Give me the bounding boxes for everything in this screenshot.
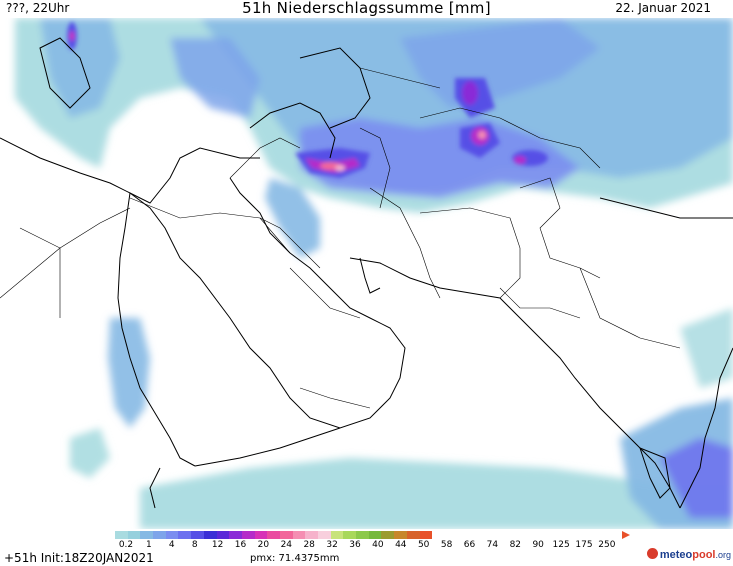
meteopool-logo-icon (646, 548, 658, 559)
legend-tick-label: 0.2 (118, 540, 134, 550)
legend-swatch (216, 531, 230, 539)
legend-swatch (381, 531, 395, 539)
legend-tick-label: 1 (146, 540, 152, 550)
meteopool-logo[interactable]: meteopool.org (646, 548, 731, 561)
legend-tick-label: 250 (598, 540, 616, 550)
legend-swatch (368, 531, 382, 539)
legend-swatch (419, 531, 433, 539)
legend-tick-label: 175 (575, 540, 593, 550)
legend-swatch (254, 531, 268, 539)
legend-tick-label: 58 (440, 540, 453, 550)
precip-red-sea (108, 318, 150, 428)
legend-swatch (406, 531, 420, 539)
legend-tick-label: 12 (211, 540, 224, 550)
legend-overflow-arrow (622, 531, 630, 539)
pmx-value: pmx: 71.4375mm (250, 553, 340, 564)
legend-colorbar (115, 531, 433, 539)
logo-accent: pool (692, 549, 716, 561)
header: ???, 22Uhr 51h Niederschlagssumme [mm] 2… (0, 0, 733, 18)
legend-tick-label: 44 (395, 540, 407, 550)
precip-cores (67, 22, 548, 178)
legend-tick-label: 4 (168, 540, 175, 550)
precip-south-band (140, 458, 733, 529)
legend-ticks: 0.2 1 4 8 12 16 20 24 28 32 36 40 44 50 58 66 74 82 90 125 1… (0, 540, 640, 552)
legend-tick-label: 50 (417, 540, 430, 550)
legend-swatch (394, 531, 407, 539)
legend-tick-label: 32 (326, 540, 338, 550)
legend-swatch (318, 531, 331, 539)
legend-swatch (127, 531, 141, 539)
legend-swatch (330, 531, 344, 539)
legend-tick-label: 74 (486, 540, 499, 550)
legend-swatch (153, 531, 166, 539)
legend-swatch (140, 531, 154, 539)
legend-swatch (343, 531, 357, 539)
legend-swatch (279, 531, 293, 539)
legend-swatch (305, 531, 318, 539)
legend-swatch (267, 531, 280, 539)
legend-swatch (178, 531, 192, 539)
legend-swatch (292, 531, 306, 539)
legend-tick-label: 40 (372, 540, 384, 550)
borders (0, 67, 681, 409)
legend-swatch (229, 531, 242, 539)
legend-tick-label: 125 (552, 540, 570, 550)
legend-tick-label: 90 (532, 540, 544, 550)
precipitation-map (0, 18, 733, 529)
date-label: 22. Januar 2021 (615, 1, 711, 15)
legend-tick-label: 28 (303, 540, 315, 550)
footer: 0.2 1 4 8 12 16 20 24 28 32 36 40 44 50 58 66 74 82 90 125 1… (0, 529, 733, 566)
legend-tick-label: 24 (280, 540, 293, 550)
valid-time-label: ???, 22Uhr (6, 1, 70, 15)
legend-swatch (203, 531, 217, 539)
precip-fields (15, 18, 733, 529)
legend-tick-label: 20 (257, 540, 270, 550)
legend-tick-label: 8 (191, 540, 198, 550)
legend-tick-label: 36 (349, 540, 361, 550)
run-info: +51h Init:18Z20JAN2021 (4, 551, 154, 565)
legend-tick-label: 82 (509, 540, 522, 550)
legend-swatch (115, 531, 128, 539)
logo-suffix: .org (715, 550, 731, 560)
legend-tick-label: 66 (463, 540, 476, 550)
legend-swatch (241, 531, 255, 539)
legend-swatch (191, 531, 204, 539)
logo-main: meteo (659, 549, 693, 561)
legend-tick-label: 16 (234, 540, 247, 550)
legend-swatch (356, 531, 369, 539)
map-title: 51h Niederschlagssumme [mm] (242, 0, 491, 17)
legend-swatch (165, 531, 179, 539)
